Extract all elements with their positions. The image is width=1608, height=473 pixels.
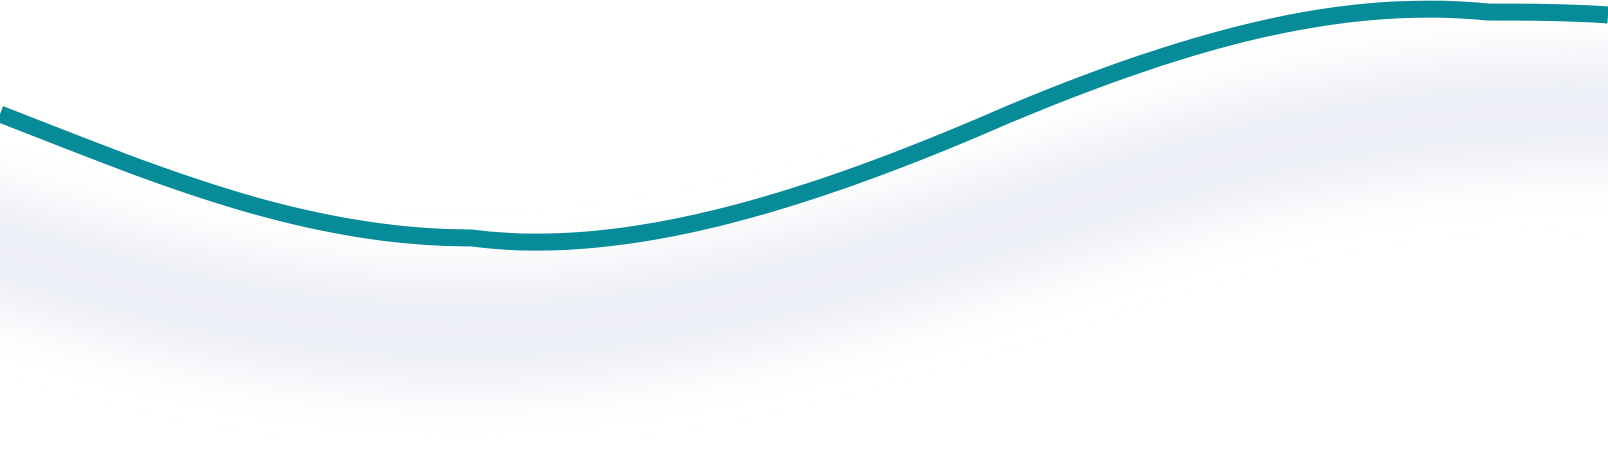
- wave-shadow: [0, 56, 1608, 387]
- wave-line: [0, 0, 1608, 251]
